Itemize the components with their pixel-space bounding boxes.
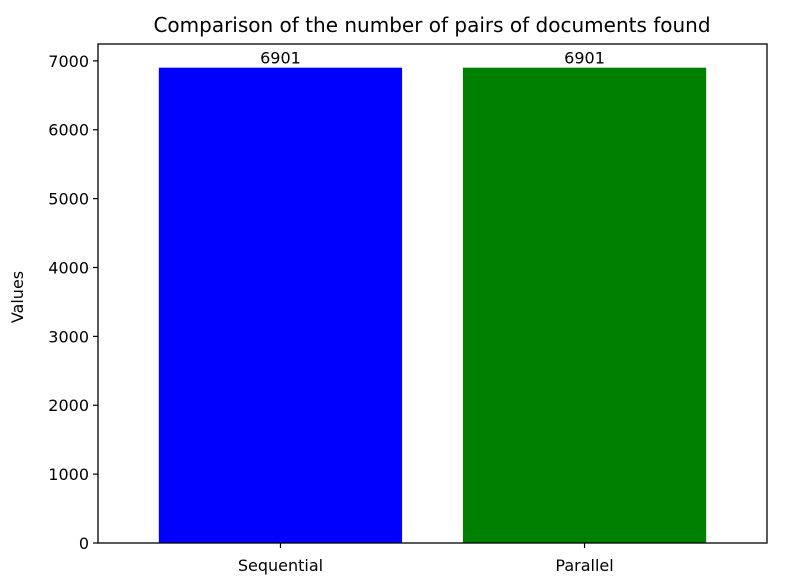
y-tick-label: 2000 [48,396,89,415]
plot-area-frame [97,43,768,544]
bars-group [158,67,707,544]
bar-parallel [462,67,707,544]
y-axis: 0 1000 2000 3000 4000 5000 6000 7000 [48,52,98,553]
chart-title: Comparison of the number of pairs of doc… [153,13,710,37]
y-axis-label: Values [8,271,27,323]
y-tick-label: 4000 [48,258,89,277]
x-tick-label: Sequential [238,556,323,575]
data-labels-group: 6901 6901 [260,49,605,68]
y-tick-label: 1000 [48,465,89,484]
y-tick-label: 7000 [48,52,89,71]
y-tick-label: 6000 [48,121,89,140]
y-tick-label: 5000 [48,190,89,209]
bar-sequential [158,67,403,544]
x-axis: Sequential Parallel [238,543,614,575]
data-label-parallel: 6901 [564,49,605,68]
y-tick-label: 0 [79,534,89,553]
data-label-sequential: 6901 [260,49,301,68]
y-tick-label: 3000 [48,327,89,346]
x-tick-label: Parallel [555,556,613,575]
